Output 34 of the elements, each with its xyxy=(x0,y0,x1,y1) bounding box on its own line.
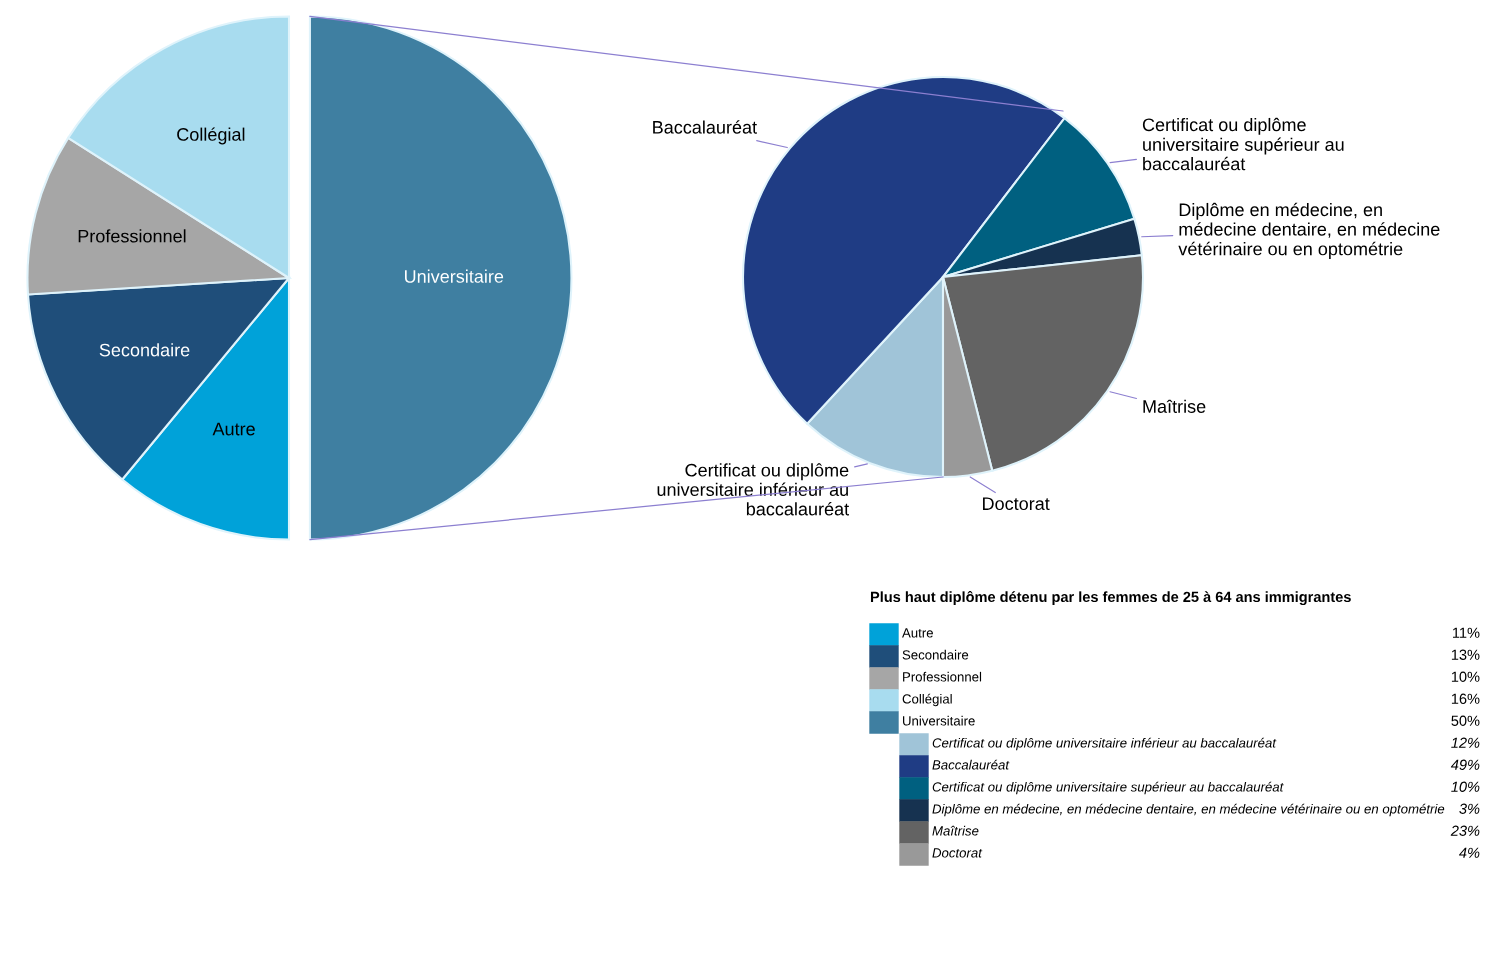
data-label: 11% xyxy=(1453,627,1480,638)
legend-label: Universitaire xyxy=(903,715,975,726)
legend-label: Maîtrise xyxy=(932,825,979,836)
legend-label: Baccalauréat xyxy=(932,759,1010,770)
legend-label: Doctorat xyxy=(932,848,983,858)
legend-label: Certificat ou diplôme universitaire inférieur au baccalauréat xyxy=(932,737,1277,751)
slice-label: Certificat ou diplôme universitaire inférieur au baccalauréat xyxy=(657,463,850,516)
slice-label: Professionnel xyxy=(78,229,186,243)
legend-label: Secondaire xyxy=(902,649,969,660)
data-label: 12% xyxy=(1451,737,1480,748)
data-label: 10% xyxy=(1451,671,1480,682)
data-label: 16% xyxy=(1451,693,1480,704)
legend-label: Collégial xyxy=(902,693,952,707)
legend-label: Autre xyxy=(902,628,933,638)
data-label: 23% xyxy=(1450,825,1480,836)
slice-label: Universitaire xyxy=(405,269,504,283)
legend-label: Professionnel xyxy=(903,671,982,682)
slice-label: Maîtrise xyxy=(1143,399,1206,413)
slice-label: Collégial xyxy=(177,127,245,145)
slice-label: Autre xyxy=(212,422,255,436)
data-label: 4% xyxy=(1459,847,1480,858)
data-label: 50% xyxy=(1451,715,1480,726)
slice-label: Diplôme en médecine, en médecine dentaire, en médecine vétérinaire ou en optométrie xyxy=(1178,202,1440,259)
data-label: 49% xyxy=(1450,759,1480,770)
legend-label: Diplôme en médecine, en médecine dentaire, en médecine vétérinaire ou en optométrie xyxy=(932,803,1445,817)
slice-label: Certificat ou diplôme universitaire supérieur au baccalauréat xyxy=(1142,117,1344,171)
slice-label: Baccalauréat xyxy=(653,120,757,134)
slice-label: Doctorat xyxy=(983,497,1050,511)
data-label: 13% xyxy=(1451,649,1480,660)
text: Plus haut diplôme détenu par les femmes de 25 à 64 ans immigrantes xyxy=(870,591,1351,605)
data-label: 10% xyxy=(1451,781,1480,792)
slice-label: Secondaire xyxy=(99,343,190,357)
legend-label: Certificat ou diplôme universitaire supérieur au baccalauréat xyxy=(932,781,1284,795)
data-label: 3% xyxy=(1459,803,1480,814)
